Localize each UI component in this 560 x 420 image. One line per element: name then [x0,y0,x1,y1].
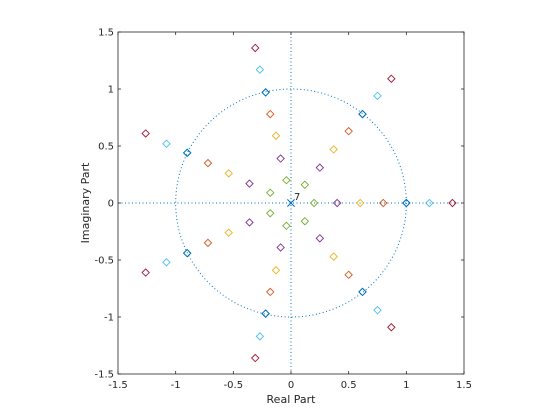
y-tick-label-6: 1.5 [98,28,114,39]
x-tick-label-4: 0.5 [341,380,357,391]
zero-marker-s4-p0 [332,198,342,208]
zero-marker-s5-p4 [266,209,275,218]
zero-marker-s5-p1 [300,180,310,189]
zero-marker-s1-p2 [261,88,270,97]
zero-marker-s1-p3 [182,148,192,158]
marker-layer [141,43,457,363]
tick-layer: -1.5 -1 -0.5 0 0.5 1 1.5 -1.5 -1 -0.5 0 0.5 1 1.5 [94,28,471,392]
zero-marker-s4-p2 [276,154,285,163]
zero-marker-s6-p0 [425,198,434,208]
zero-marker-s6-p6 [373,305,382,315]
zero-marker-s7-p4 [141,268,150,277]
zero-marker-s7-p2 [251,43,260,53]
zero-marker-s6-p3 [162,139,171,148]
zero-marker-s4-p4 [245,218,254,227]
x-tick-label-6: 1.5 [456,380,472,391]
zero-marker-s5-p5 [282,221,291,231]
unit-circle [175,88,407,318]
x-tick-label-2: -0.5 [224,380,244,391]
zero-marker-s5-p2 [282,175,291,185]
zero-marker-s5-p3 [266,188,275,197]
zero-marker-s5-p6 [300,217,310,226]
zero-marker-s6-p4 [162,258,171,267]
zero-marker-s6-p5 [255,332,265,341]
zero-marker-s5-p0 [309,198,319,208]
zero-marker-s6-p2 [255,65,265,74]
zero-marker-s3-p1 [329,145,338,154]
zero-marker-s2-p4 [203,238,213,248]
y-tick-label-4: 0.5 [98,142,114,153]
y-tick-label-2: -0.5 [94,256,114,267]
x-tick-label-1: -1 [171,380,181,391]
zero-marker-s3-p6 [329,252,338,261]
zero-marker-s3-p2 [271,131,281,140]
zero-marker-s1-p1 [358,109,367,119]
y-tick-label-3: 0 [108,199,114,210]
zero-marker-s4-p5 [276,243,285,252]
x-tick-label-0: -1.5 [108,380,128,391]
zero-marker-s3-p3 [224,169,233,178]
y-tick-label-5: 1 [108,85,114,96]
zero-marker-s3-p5 [271,266,281,275]
y-tick-label-0: -1.5 [94,370,114,381]
zero-marker-s7-p1 [387,74,396,83]
zero-marker-s1-p4 [182,248,192,258]
zero-marker-s3-p0 [355,198,365,208]
x-axis-label: Real Part [267,393,317,406]
zero-marker-s2-p3 [203,158,213,168]
zero-marker-s2-p5 [266,287,275,297]
x-tick-label-5: 1 [403,380,409,391]
zero-marker-s2-p2 [266,109,275,119]
zero-marker-s7-p5 [251,353,260,363]
zero-marker-s1-p0 [402,198,411,208]
zero-marker-s1-p5 [261,309,270,318]
x-tick-label-3: 0 [288,380,294,391]
y-axis-label: Imaginary Part [79,162,92,243]
zero-marker-s2-p6 [344,270,353,280]
zero-marker-s7-p3 [141,129,150,138]
pole-marker [287,199,295,207]
zero-marker-s2-p0 [379,198,388,208]
zero-marker-s4-p6 [315,234,325,243]
zero-marker-s7-p0 [448,198,457,208]
pole-multiplicity-label: 7 [294,192,300,203]
guide-lines [118,32,464,374]
zero-marker-s2-p1 [344,126,353,136]
y-tick-label-1: -1 [104,313,114,324]
zero-marker-s6-p1 [373,91,382,101]
zero-marker-s4-p1 [315,163,325,172]
zero-marker-s4-p3 [245,179,254,188]
zero-marker-s1-p6 [358,287,367,297]
zero-marker-s3-p4 [224,228,233,237]
zero-marker-s7-p6 [387,323,396,332]
